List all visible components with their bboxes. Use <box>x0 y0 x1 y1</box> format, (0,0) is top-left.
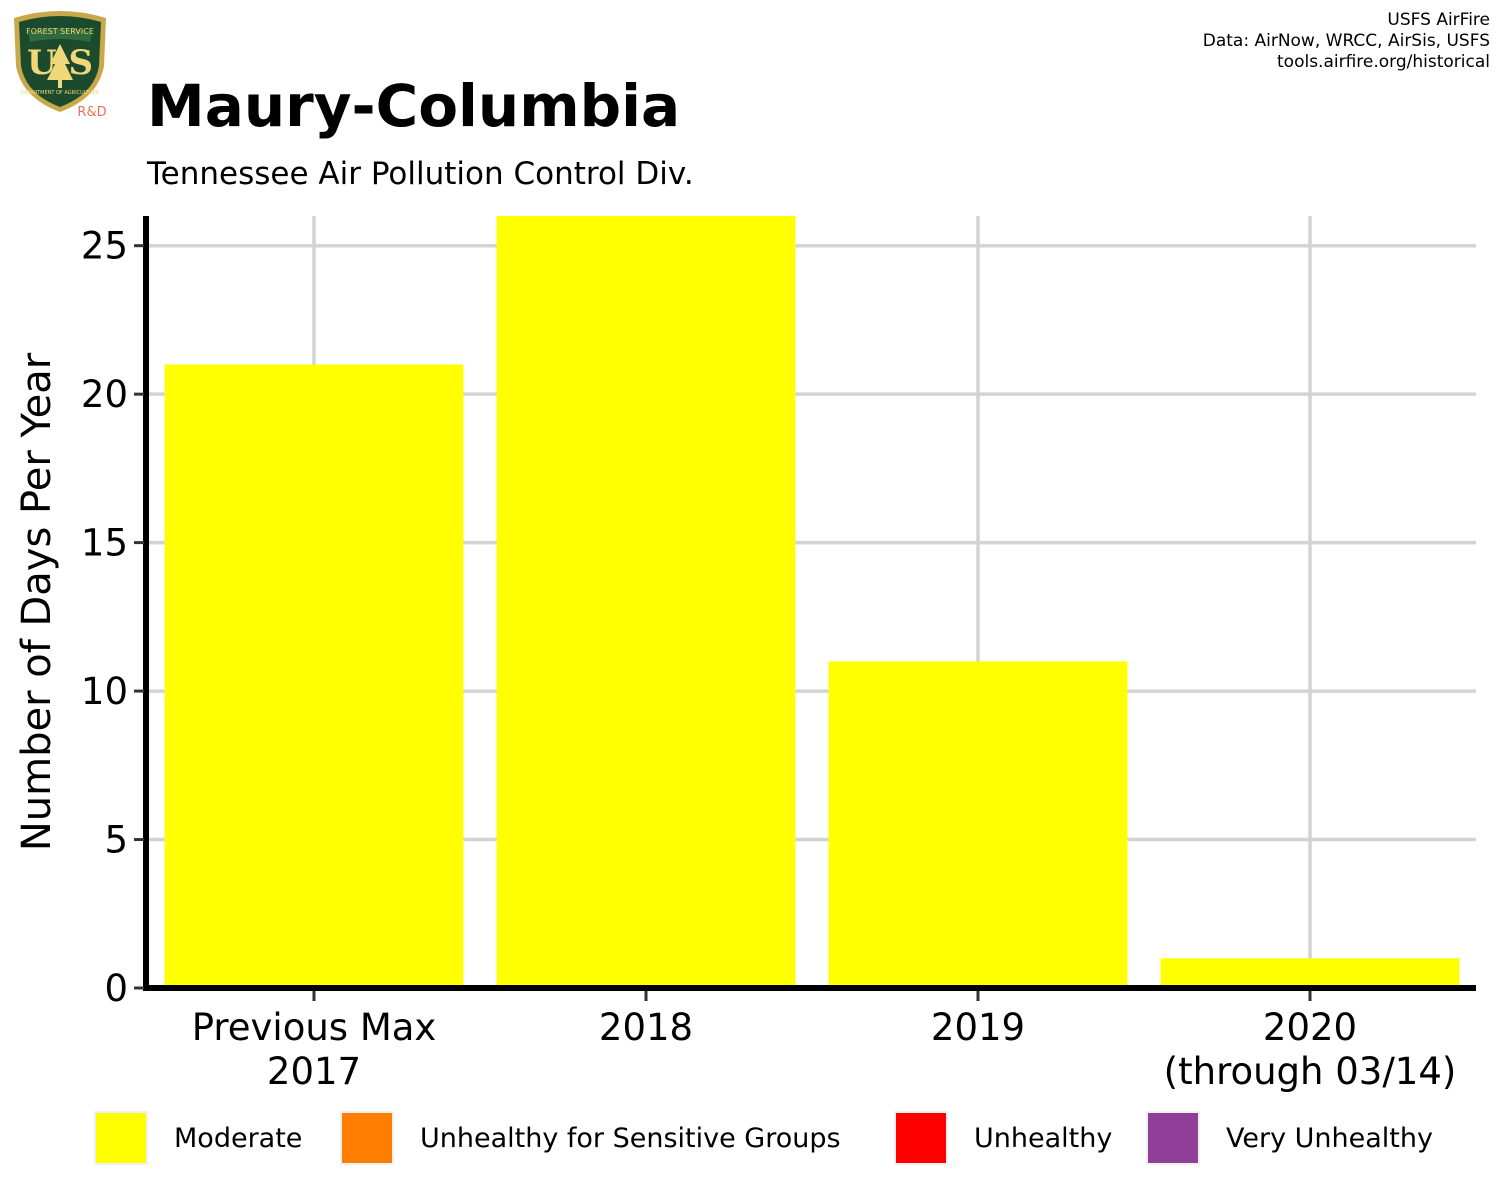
y-axis-label: Number of Days Per Year <box>14 352 60 851</box>
credit-line: Data: AirNow, WRCC, AirSis, USFS <box>1202 31 1490 51</box>
legend: Moderate Unhealthy for Sensitive Groups Un… <box>0 1108 1500 1172</box>
bars <box>164 216 1460 988</box>
y-tick-label: 0 <box>104 967 128 1010</box>
legend-label: Moderate <box>174 1122 303 1154</box>
bar <box>828 661 1128 988</box>
page-subtitle: Tennessee Air Pollution Control Div. <box>147 156 694 192</box>
bar <box>496 216 796 988</box>
credit-line: USFS AirFire <box>1387 10 1490 30</box>
y-tick-label: 25 <box>81 225 128 268</box>
bar <box>164 364 464 988</box>
x-tick-label: 2019 <box>931 1006 1025 1049</box>
y-tick-label: 5 <box>104 819 128 862</box>
legend-label: Unhealthy <box>974 1122 1113 1154</box>
legend-item: Moderate <box>94 1108 302 1168</box>
legend-item: Very Unhealthy <box>1146 1108 1433 1168</box>
y-tick-label: 10 <box>81 670 128 713</box>
axes <box>143 216 1476 991</box>
credit-line: tools.airfire.org/historical <box>1277 52 1490 72</box>
legend-label: Unhealthy for Sensitive Groups <box>420 1122 841 1154</box>
usfs-shield-icon: FOREST SERVICE U S DEPARTMENT OF AGRICUL… <box>14 11 107 120</box>
bar <box>1160 958 1460 988</box>
x-tick-label: Previous Max <box>192 1006 437 1049</box>
legend-swatch <box>94 1111 148 1165</box>
y-tick-label: 20 <box>81 373 128 416</box>
logo-bottom-text: DEPARTMENT OF AGRICULTURE <box>21 90 99 96</box>
legend-item: Unhealthy for Sensitive Groups <box>340 1108 841 1168</box>
logo-top-text: FOREST SERVICE <box>26 27 94 36</box>
page-title: Maury-Columbia <box>147 72 681 140</box>
x-tick-label: (through 03/14) <box>1164 1050 1457 1093</box>
x-tick-label: 2018 <box>599 1006 693 1049</box>
x-tick-label: 2020 <box>1263 1006 1357 1049</box>
legend-swatch <box>894 1111 948 1165</box>
y-tick-label: 15 <box>81 522 128 565</box>
legend-item: Unhealthy <box>894 1108 1112 1168</box>
logo-badge: R&D <box>77 105 106 120</box>
legend-swatch <box>340 1111 394 1165</box>
credits: USFS AirFire Data: AirNow, WRCC, AirSis,… <box>1203 10 1490 73</box>
x-tick-label: 2017 <box>267 1050 361 1093</box>
legend-swatch <box>1146 1111 1200 1165</box>
legend-label: Very Unhealthy <box>1226 1122 1433 1154</box>
